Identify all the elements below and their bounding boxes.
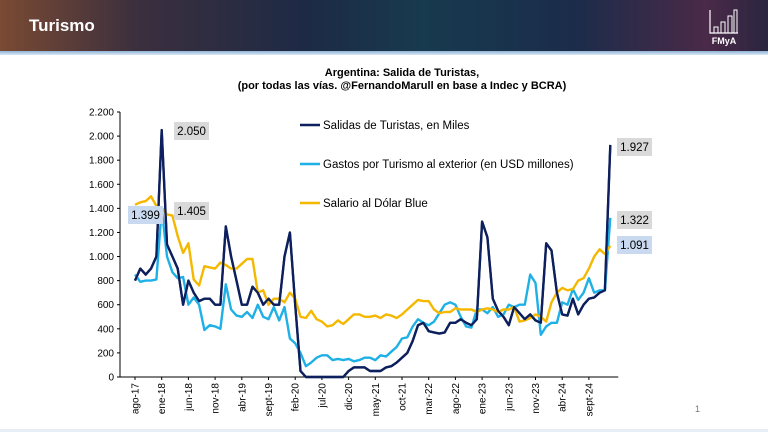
data-label-box [174,122,209,140]
legend-label: Gastos por Turismo al exterior (en USD m… [323,159,574,171]
series-line-3 [134,195,612,328]
x-tick-label: ago-17 [131,383,142,415]
y-tick-label: 1.000 [89,252,114,263]
x-tick-label: may-21 [371,383,382,417]
bar-chart-logo-icon [709,9,738,34]
x-tick-label: dic-20 [344,383,355,411]
y-tick-label: 800 [97,276,114,287]
y-tick-label: 200 [97,348,114,359]
x-tick-label: mar-22 [424,383,435,415]
data-label: 1.091 [620,240,649,252]
chart-title: Argentina: Salida de Turistas, (por toda… [200,67,604,93]
chart-subtitle: (por todas las vías. @FernandoMarull en … [237,80,567,92]
fmya-logo: FMyA [707,8,741,48]
data-label-box [617,236,652,254]
data-label-box [617,211,652,229]
legend-label: Salidas de Turistas, en Miles [323,120,470,132]
data-label: 1.399 [131,210,160,222]
x-tick-label: nov-23 [531,383,542,414]
y-tick-label: 0 [108,373,114,384]
y-tick-label: 600 [97,300,114,311]
data-label: 1.322 [620,215,649,227]
x-tick-label: oct-21 [398,383,409,411]
x-tick-label: ago-22 [451,383,462,415]
data-label-box [128,206,163,224]
x-tick-label: jun-18 [184,383,195,412]
y-tick-label: 1.600 [89,180,114,191]
x-tick-label: sept-24 [584,383,595,417]
x-tick-label: abr-19 [237,383,248,412]
header-banner [0,0,768,51]
x-tick-label: abr-24 [558,383,569,412]
page-title: Turismo [29,16,95,35]
data-label: 1.405 [177,206,206,218]
y-tick-label: 2.200 [89,108,114,119]
page-number: 1 [695,404,701,414]
data-label: 2.050 [177,126,206,138]
y-tick-label: 1.200 [89,228,114,239]
x-tick-label: feb-20 [291,383,302,412]
y-tick-label: 1.400 [89,204,114,215]
footer-divider [0,429,768,432]
data-label: 1.927 [620,142,649,154]
y-tick-label: 400 [97,324,114,335]
header-divider [0,51,768,55]
x-tick-label: sept-19 [264,383,275,417]
legend-label: Salario al Dólar Blue [323,198,428,210]
y-tick-label: 1.800 [89,156,114,167]
x-tick-label: nov-18 [211,383,222,414]
x-tick-label: jul-20 [317,383,328,409]
y-tick-label: 2.000 [89,132,114,143]
series-line-1-top [133,129,612,379]
logo-text: FMyA [711,36,737,46]
x-tick-label: jun-23 [504,383,515,412]
series-line-2 [134,207,612,368]
data-label-box [617,138,652,156]
data-label-box [174,202,209,220]
x-tick-label: ene-18 [157,383,168,415]
chart-title-line: Argentina: Salida de Turistas, [324,67,480,79]
x-tick-label: ene-23 [478,383,489,415]
